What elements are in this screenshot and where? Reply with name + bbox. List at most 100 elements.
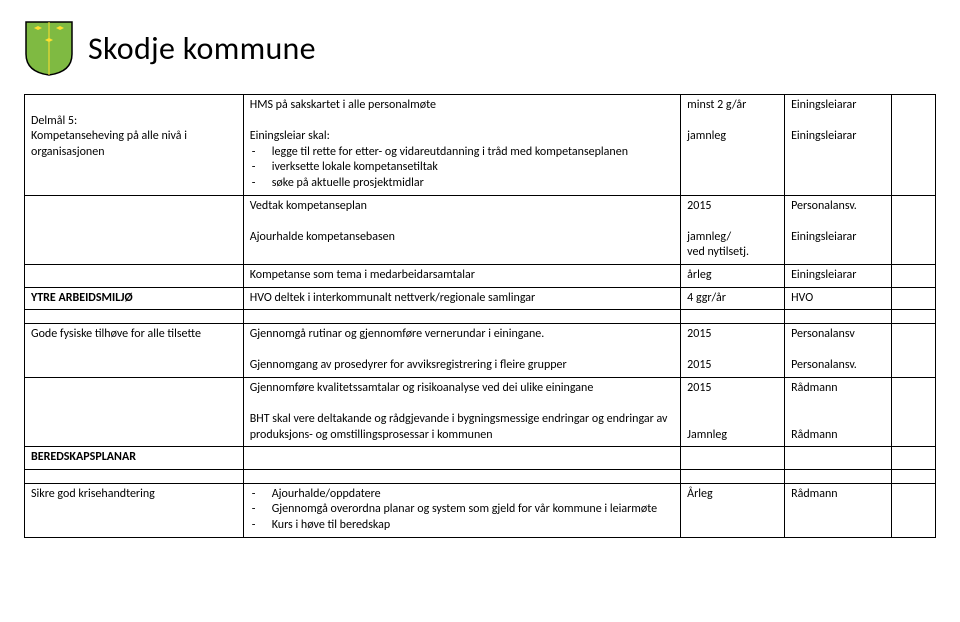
section-heading: YTRE ARBEIDSMILJØ xyxy=(31,291,133,305)
frequency-cell: årleg xyxy=(681,264,785,287)
text-line: HMS på sakskartet i alle personalmøte xyxy=(250,98,674,114)
text-line: ved nytilsetj. xyxy=(687,245,778,261)
extra-cell xyxy=(892,264,936,287)
bullet-item: Ajourhalde/oppdatere xyxy=(272,487,674,503)
text-line: Gjennomgang av prosedyrer for avviksregi… xyxy=(250,358,674,374)
bullet-item: søke på aktuelle prosjektmidlar xyxy=(272,176,674,192)
text-line xyxy=(250,397,674,413)
text-line: Gjennomgå rutinar og gjennomføre verneru… xyxy=(250,327,674,343)
responsible-cell: Rådmann xyxy=(785,483,892,537)
text-line: BHT skal vere deltakande og rådgjevande … xyxy=(250,412,674,443)
action-cell: Gjennomføre kvalitetssamtalar og risikoa… xyxy=(243,377,680,446)
extra-cell xyxy=(892,95,936,196)
bullet-item: Kurs i høve til beredskap xyxy=(272,518,674,534)
text-line: Delmål 5: xyxy=(31,114,237,130)
goal-cell xyxy=(25,195,244,264)
responsible-cell: Personalansv. Einingsleiarar xyxy=(785,195,892,264)
text-line: Einingsleiarar xyxy=(791,98,885,114)
bullet-list: legge til rette for etter- og vidareutda… xyxy=(250,145,674,192)
spacer-cell xyxy=(243,310,680,324)
spacer-cell xyxy=(892,469,936,483)
text-line: minst 2 g/år xyxy=(687,98,778,114)
text-line: 2015 xyxy=(687,381,778,397)
text-line: Einingsleiarar xyxy=(791,129,885,145)
frequency-cell: 4 ggr/år xyxy=(681,287,785,310)
action-cell: Gjennomgå rutinar og gjennomføre verneru… xyxy=(243,324,680,378)
goal-cell: Gode fysiske tilhøve for alle tilsette xyxy=(25,324,244,378)
frequency-cell: 2015 2015 xyxy=(681,324,785,378)
bullet-item: legge til rette for etter- og vidareutda… xyxy=(272,145,674,161)
table-row: Gode fysiske tilhøve for alle tilsette Gj… xyxy=(25,324,936,378)
municipality-crest-icon xyxy=(24,20,74,76)
frequency-cell: 2015 Jamnleg xyxy=(681,377,785,446)
text-line: Kompetanseheving på alle nivå i organisa… xyxy=(31,129,237,160)
responsible-cell: Personalansv Personalansv. xyxy=(785,324,892,378)
table-row xyxy=(25,310,936,324)
text-line: Vedtak kompetanseplan xyxy=(250,199,674,215)
text-line: Einingsleiar skal: xyxy=(250,129,674,145)
page-header: Skodje kommune xyxy=(24,20,936,76)
text-line xyxy=(250,114,674,130)
text-line: jamnleg/ xyxy=(687,230,778,246)
text-line xyxy=(791,412,885,428)
frequency-cell: Årleg xyxy=(681,483,785,537)
text-line xyxy=(791,397,885,413)
action-cell: HMS på sakskartet i alle personalmøte Ei… xyxy=(243,95,680,196)
extra-cell xyxy=(892,324,936,378)
action-cell: Kompetanse som tema i medarbeidarsamtala… xyxy=(243,264,680,287)
action-cell: HVO deltek i interkommunalt nettverk/reg… xyxy=(243,287,680,310)
table-row: Kompetanse som tema i medarbeidarsamtala… xyxy=(25,264,936,287)
bullet-item: iverksette lokale kompetansetiltak xyxy=(272,160,674,176)
responsible-cell xyxy=(785,447,892,470)
text-line xyxy=(687,114,778,130)
extra-cell xyxy=(892,195,936,264)
spacer-cell xyxy=(681,310,785,324)
text-line xyxy=(31,98,237,114)
frequency-cell: minst 2 g/år jamnleg xyxy=(681,95,785,196)
text-line: 2015 xyxy=(687,358,778,374)
responsible-cell: Rådmann Rådmann xyxy=(785,377,892,446)
table-row: YTRE ARBEIDSMILJØ HVO deltek i interkommu… xyxy=(25,287,936,310)
text-line: Personalansv. xyxy=(791,199,885,215)
spacer-cell xyxy=(243,469,680,483)
responsible-cell: HVO xyxy=(785,287,892,310)
table-row: Sikre god krisehandteringAjourhalde/oppd… xyxy=(25,483,936,537)
text-line: 2015 xyxy=(687,327,778,343)
extra-cell xyxy=(892,287,936,310)
responsible-cell: Einingsleiarar Einingsleiarar xyxy=(785,95,892,196)
text-line: Einingsleiarar xyxy=(791,230,885,246)
text-line xyxy=(791,214,885,230)
action-cell xyxy=(243,447,680,470)
table-row: Vedtak kompetanseplan Ajourhalde kompeta… xyxy=(25,195,936,264)
spacer-cell xyxy=(892,310,936,324)
text-line xyxy=(687,343,778,359)
text-line: Jamnleg xyxy=(687,428,778,444)
extra-cell xyxy=(892,483,936,537)
text-line xyxy=(791,343,885,359)
text-line: 2015 xyxy=(687,199,778,215)
bullet-list: Ajourhalde/oppdatereGjennomgå overordna … xyxy=(250,487,674,534)
extra-cell xyxy=(892,447,936,470)
goal-cell: Sikre god krisehandtering xyxy=(25,483,244,537)
table-row xyxy=(25,469,936,483)
spacer-cell xyxy=(25,310,244,324)
table-row: Gjennomføre kvalitetssamtalar og risikoa… xyxy=(25,377,936,446)
goal-cell xyxy=(25,264,244,287)
table-row: BEREDSKAPSPLANAR xyxy=(25,447,936,470)
text-line xyxy=(687,214,778,230)
spacer-cell xyxy=(681,469,785,483)
text-line xyxy=(250,214,674,230)
spacer-cell xyxy=(785,469,892,483)
extra-cell xyxy=(892,377,936,446)
goal-cell: BEREDSKAPSPLANAR xyxy=(25,447,244,470)
action-cell: Vedtak kompetanseplan Ajourhalde kompeta… xyxy=(243,195,680,264)
text-line xyxy=(250,343,674,359)
goal-cell: YTRE ARBEIDSMILJØ xyxy=(25,287,244,310)
spacer-cell xyxy=(25,469,244,483)
text-line xyxy=(687,397,778,413)
section-heading: BEREDSKAPSPLANAR xyxy=(31,450,136,464)
text-line: Personalansv. xyxy=(791,358,885,374)
action-cell: Ajourhalde/oppdatereGjennomgå overordna … xyxy=(243,483,680,537)
organization-name: Skodje kommune xyxy=(88,29,316,68)
spacer-cell xyxy=(785,310,892,324)
